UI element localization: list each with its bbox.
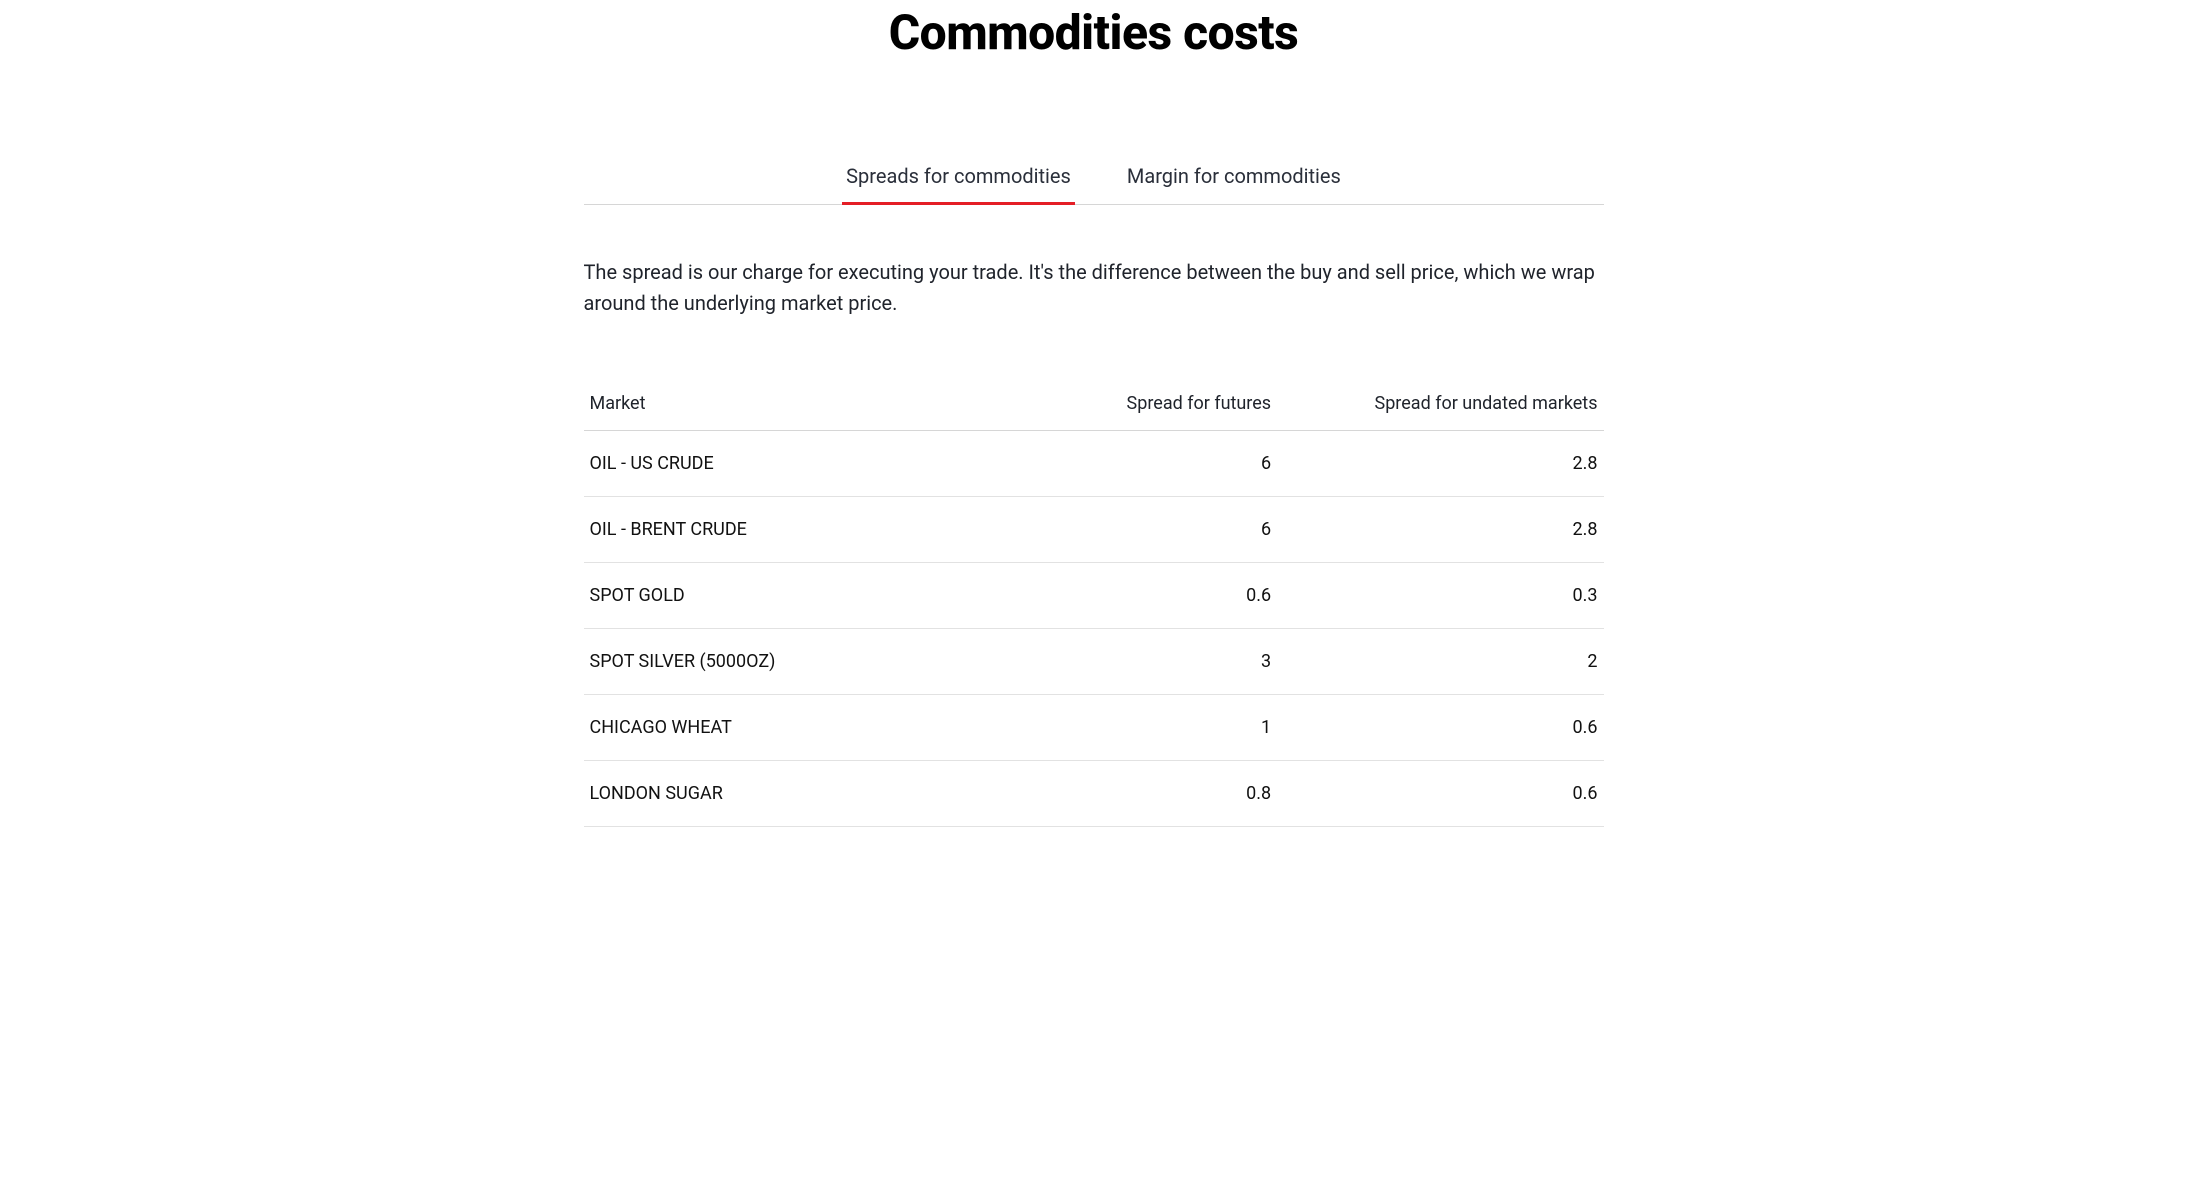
table-header-row: Market Spread for futures Spread for und…: [584, 383, 1604, 431]
cell-futures: 6: [1012, 497, 1277, 563]
cell-market: OIL - US CRUDE: [584, 431, 1012, 497]
cell-futures: 6: [1012, 431, 1277, 497]
cell-futures: 0.6: [1012, 563, 1277, 629]
cell-futures: 3: [1012, 629, 1277, 695]
cell-undated: 0.6: [1277, 761, 1603, 827]
description-text: The spread is our charge for executing y…: [584, 257, 1604, 319]
cell-undated: 2: [1277, 629, 1603, 695]
spreads-table: Market Spread for futures Spread for und…: [584, 383, 1604, 827]
table-row: OIL - BRENT CRUDE 6 2.8: [584, 497, 1604, 563]
col-header-market: Market: [584, 383, 1012, 431]
cell-market: SPOT SILVER (5000OZ): [584, 629, 1012, 695]
table-row: LONDON SUGAR 0.8 0.6: [584, 761, 1604, 827]
cell-market: SPOT GOLD: [584, 563, 1012, 629]
col-header-undated: Spread for undated markets: [1277, 383, 1603, 431]
table-row: SPOT GOLD 0.6 0.3: [584, 563, 1604, 629]
page-container: Commodities costs Spreads for commoditie…: [574, 4, 1614, 827]
cell-futures: 0.8: [1012, 761, 1277, 827]
table-row: CHICAGO WHEAT 1 0.6: [584, 695, 1604, 761]
cell-undated: 0.6: [1277, 695, 1603, 761]
cell-market: LONDON SUGAR: [584, 761, 1012, 827]
table-row: OIL - US CRUDE 6 2.8: [584, 431, 1604, 497]
cell-undated: 0.3: [1277, 563, 1603, 629]
col-header-futures: Spread for futures: [1012, 383, 1277, 431]
tab-margin[interactable]: Margin for commodities: [1123, 158, 1345, 205]
tabs: Spreads for commodities Margin for commo…: [584, 157, 1604, 205]
cell-undated: 2.8: [1277, 431, 1603, 497]
cell-futures: 1: [1012, 695, 1277, 761]
cell-market: OIL - BRENT CRUDE: [584, 497, 1012, 563]
table-row: SPOT SILVER (5000OZ) 3 2: [584, 629, 1604, 695]
page-title: Commodities costs: [584, 4, 1604, 61]
tab-spreads[interactable]: Spreads for commodities: [842, 158, 1075, 205]
cell-undated: 2.8: [1277, 497, 1603, 563]
cell-market: CHICAGO WHEAT: [584, 695, 1012, 761]
